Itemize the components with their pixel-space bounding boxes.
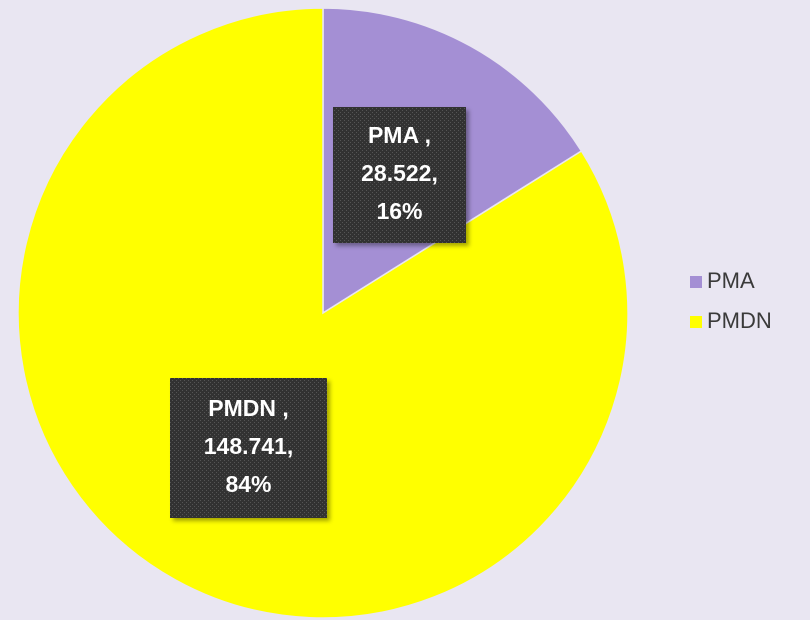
data-label-text: 148.741, [204, 433, 294, 459]
legend-swatch [690, 276, 702, 288]
legend-label: PMDN [707, 308, 772, 333]
data-label-text: 16% [376, 198, 422, 224]
data-label: PMA , 28.522, 16% [333, 107, 466, 243]
data-label-text: 28.522, [361, 160, 438, 186]
data-label: PMDN , 148.741, 84% [170, 378, 327, 518]
data-label-text: PMA , [368, 122, 431, 148]
legend-label: PMA [707, 268, 755, 293]
data-label-box [333, 107, 466, 243]
data-label-text: 84% [225, 471, 271, 497]
legend-swatch [690, 316, 702, 328]
data-label-box [170, 378, 327, 518]
data-label-text: PMDN , [208, 395, 289, 421]
